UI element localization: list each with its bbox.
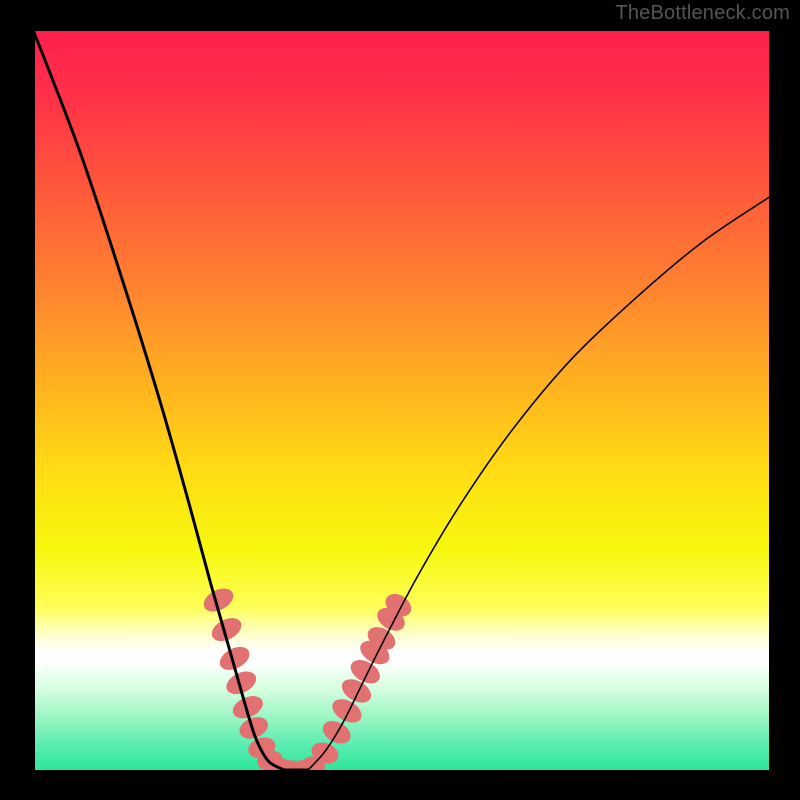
- curve-right: [308, 197, 769, 770]
- curve-layer: [35, 31, 769, 770]
- markers-group: [200, 584, 416, 770]
- plot-area: [32, 28, 772, 773]
- figure-root: TheBottleneck.com: [0, 0, 800, 800]
- watermark-text: TheBottleneck.com: [615, 2, 790, 25]
